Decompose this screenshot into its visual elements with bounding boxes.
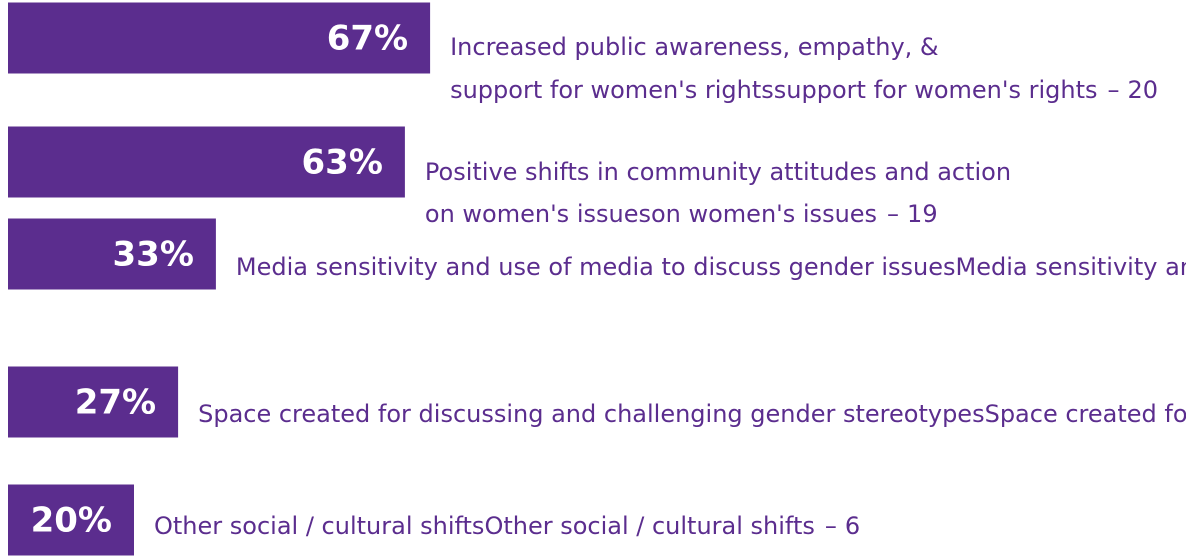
count-prefix: –: [1108, 76, 1120, 104]
category-label: Space created for discussing and challen…: [198, 400, 1186, 428]
count: 6: [845, 512, 860, 540]
count: 20: [1128, 76, 1159, 104]
category-text: Other social / cultural shifts: [484, 512, 814, 540]
category-text: on women's issues: [651, 200, 877, 228]
bar: [8, 2, 431, 74]
category-label: on women's issueson women's issues –19: [425, 200, 938, 228]
value-label: 20%: [31, 501, 112, 541]
category-label: Positive shifts in community attitudes a…: [425, 158, 1011, 186]
bar: [8, 126, 405, 198]
value-label: 27%: [75, 383, 156, 423]
count: 19: [907, 200, 938, 228]
count-prefix: –: [887, 200, 899, 228]
category-text: Space created for discussing and challen…: [985, 400, 1186, 428]
bar: [8, 484, 134, 556]
category-text: Media sensitivity and use of media to di…: [956, 253, 1186, 281]
category-label: support for women's rightssupport for wo…: [450, 76, 1158, 104]
category-label: Increased public awareness, empathy, &: [450, 33, 939, 61]
value-label: 67%: [327, 19, 408, 59]
value-label: 33%: [113, 235, 194, 275]
count-prefix: –: [825, 512, 837, 540]
bar: [8, 218, 216, 290]
value-label: 63%: [302, 143, 383, 183]
bar: [8, 366, 179, 438]
category-text: support for women's rights: [774, 76, 1098, 104]
category-label: Media sensitivity and use of media to di…: [236, 253, 1186, 281]
category-label: Other social / cultural shiftsOther soci…: [154, 512, 860, 540]
